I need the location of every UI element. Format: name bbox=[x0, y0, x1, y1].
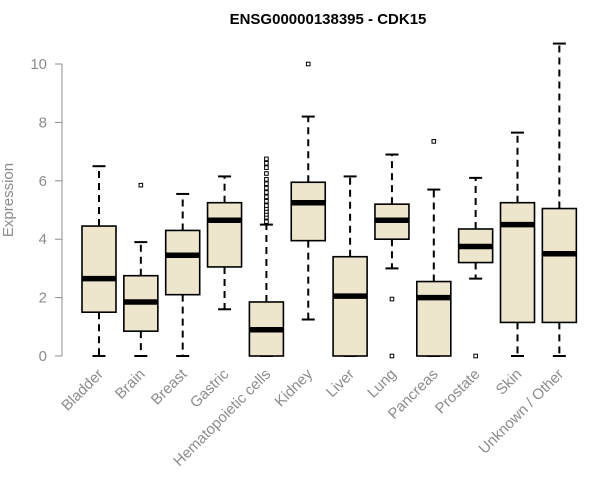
iqr-box bbox=[415, 280, 452, 357]
outlier-point bbox=[264, 194, 269, 200]
x-tick-label: Skin bbox=[493, 366, 526, 399]
boxes-group bbox=[81, 42, 578, 359]
box-bladder bbox=[81, 165, 117, 357]
outlier-point bbox=[389, 353, 395, 359]
chart-title: ENSG00000138395 - CDK15 bbox=[230, 11, 427, 28]
y-tick-label: 8 bbox=[39, 114, 47, 131]
box-breast bbox=[164, 192, 201, 357]
outlier-point bbox=[389, 296, 395, 302]
outlier-point bbox=[264, 219, 269, 224]
x-tick-label: Brain bbox=[112, 366, 149, 403]
outlier-point bbox=[264, 177, 269, 182]
outlier-point bbox=[305, 61, 311, 67]
iqr-box bbox=[206, 201, 243, 268]
y-axis: 0 2 4 6 8 10 bbox=[30, 56, 63, 365]
outlier-point bbox=[264, 165, 269, 170]
outlier-point bbox=[264, 198, 269, 204]
y-tick-label: 0 bbox=[39, 348, 47, 365]
box-prostate bbox=[457, 176, 494, 359]
box-brain bbox=[123, 182, 159, 357]
box-hematopoietic-cells bbox=[248, 156, 285, 357]
outlier-point bbox=[431, 139, 437, 144]
outlier-point bbox=[264, 156, 269, 162]
y-tick-label: 4 bbox=[39, 231, 47, 248]
iqr-box bbox=[499, 201, 536, 324]
box-liver bbox=[332, 175, 368, 357]
outlier-point bbox=[264, 203, 269, 208]
outlier-point bbox=[473, 353, 478, 359]
outlier-point bbox=[264, 190, 269, 195]
iqr-box bbox=[541, 207, 578, 324]
y-axis-label: Expression bbox=[0, 163, 17, 237]
box-kidney bbox=[290, 61, 327, 321]
box-gastric bbox=[206, 175, 243, 311]
iqr-box bbox=[81, 225, 117, 313]
box-unknown-other bbox=[541, 42, 578, 357]
outlier-point bbox=[138, 182, 144, 188]
x-tick-label: Liver bbox=[323, 366, 358, 401]
x-tick-label: Kidney bbox=[272, 365, 317, 410]
x-tick-label: Bladder bbox=[58, 366, 107, 415]
outlier-point bbox=[264, 171, 269, 176]
y-tick-label: 6 bbox=[39, 173, 47, 190]
y-tick-label: 10 bbox=[30, 56, 47, 73]
iqr-box bbox=[290, 181, 327, 242]
box-lung bbox=[374, 153, 410, 359]
iqr-box bbox=[164, 229, 201, 296]
box-skin bbox=[499, 131, 536, 357]
x-tick-label: Prostate bbox=[432, 366, 484, 418]
x-tick-label: Lung bbox=[364, 366, 400, 402]
outlier-point bbox=[264, 181, 269, 187]
iqr-box bbox=[332, 255, 368, 357]
x-tick-label: Breast bbox=[148, 365, 191, 408]
box-pancreas bbox=[415, 139, 452, 357]
outlier-point bbox=[264, 185, 269, 191]
outlier-point bbox=[264, 160, 269, 166]
y-tick-label: 2 bbox=[39, 290, 47, 307]
